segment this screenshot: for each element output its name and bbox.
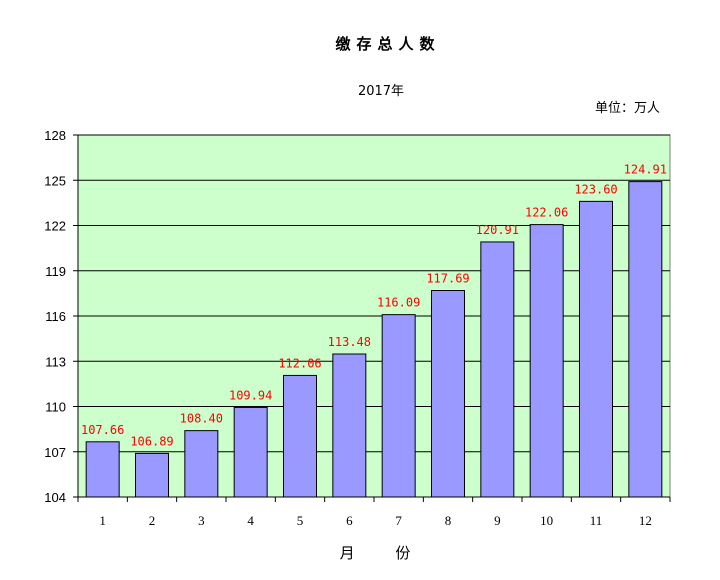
x-tick-label: 10	[540, 513, 553, 528]
data-labels: 107.66 106.89 108.40 109.94 112.06 113.48 116.…	[81, 163, 667, 449]
y-tick-label: 107	[44, 445, 66, 460]
x-tick-label: 1	[99, 513, 106, 528]
bar-month-3	[184, 430, 219, 498]
x-tick-label: 7	[395, 513, 402, 528]
data-label-month-8: 117.69	[426, 272, 469, 286]
bar-month-1	[85, 441, 120, 498]
bar-month-9	[480, 241, 515, 498]
x-axis-label: 月 份	[340, 544, 429, 562]
x-tick-label: 8	[445, 513, 452, 528]
data-label-month-11: 123.60	[574, 182, 617, 196]
bar-month-12	[628, 181, 663, 498]
x-tick-label: 5	[297, 513, 304, 528]
y-axis: 104 107 110 113 116 119 122 125 128	[44, 128, 79, 505]
x-tick-label: 6	[346, 513, 353, 528]
x-axis: 1 2 3 4 5 6 7 8 9 10 11 12	[77, 496, 671, 528]
bar-month-2	[135, 452, 169, 498]
y-tick-label: 113	[45, 354, 66, 369]
y-tick-label: 122	[44, 219, 66, 234]
data-label-month-7: 116.09	[377, 296, 420, 310]
x-tick-label: 9	[494, 513, 501, 528]
data-label-month-10: 122.06	[525, 206, 568, 220]
data-label-month-12: 124.91	[624, 163, 667, 177]
bar-month-8	[431, 290, 465, 498]
data-label-month-9: 120.91	[476, 223, 519, 237]
bars	[85, 181, 663, 498]
x-tick-label: 4	[247, 513, 254, 528]
x-tick-label: 3	[198, 513, 205, 528]
data-label-month-4: 109.94	[229, 388, 272, 402]
data-label-month-3: 108.40	[180, 412, 223, 426]
x-tick-label: 2	[149, 513, 156, 528]
y-tick-label: 116	[45, 309, 66, 324]
data-label-month-5: 112.06	[278, 356, 321, 370]
bar-month-11	[579, 200, 613, 498]
data-label-month-6: 113.48	[328, 335, 371, 349]
y-tick-label: 119	[45, 264, 66, 279]
bar-month-5	[283, 374, 317, 498]
data-label-month-1: 107.66	[81, 423, 124, 437]
data-label-month-2: 106.89	[130, 434, 173, 448]
chart-subtitle: 2017年	[358, 84, 404, 99]
bar-month-7	[381, 314, 416, 498]
y-tick-label: 128	[44, 128, 66, 143]
chart-title: 缴存总人数	[335, 35, 440, 53]
y-tick-label: 104	[44, 490, 66, 505]
bar-month-4	[233, 406, 268, 498]
x-tick-label: 12	[639, 513, 652, 528]
y-tick-label: 125	[44, 173, 66, 188]
x-tick-label: 11	[590, 513, 603, 528]
bar-month-10	[529, 224, 564, 498]
y-tick-label: 110	[45, 400, 66, 415]
bar-month-6	[332, 353, 367, 498]
unit-label: 单位：万人	[595, 101, 660, 116]
